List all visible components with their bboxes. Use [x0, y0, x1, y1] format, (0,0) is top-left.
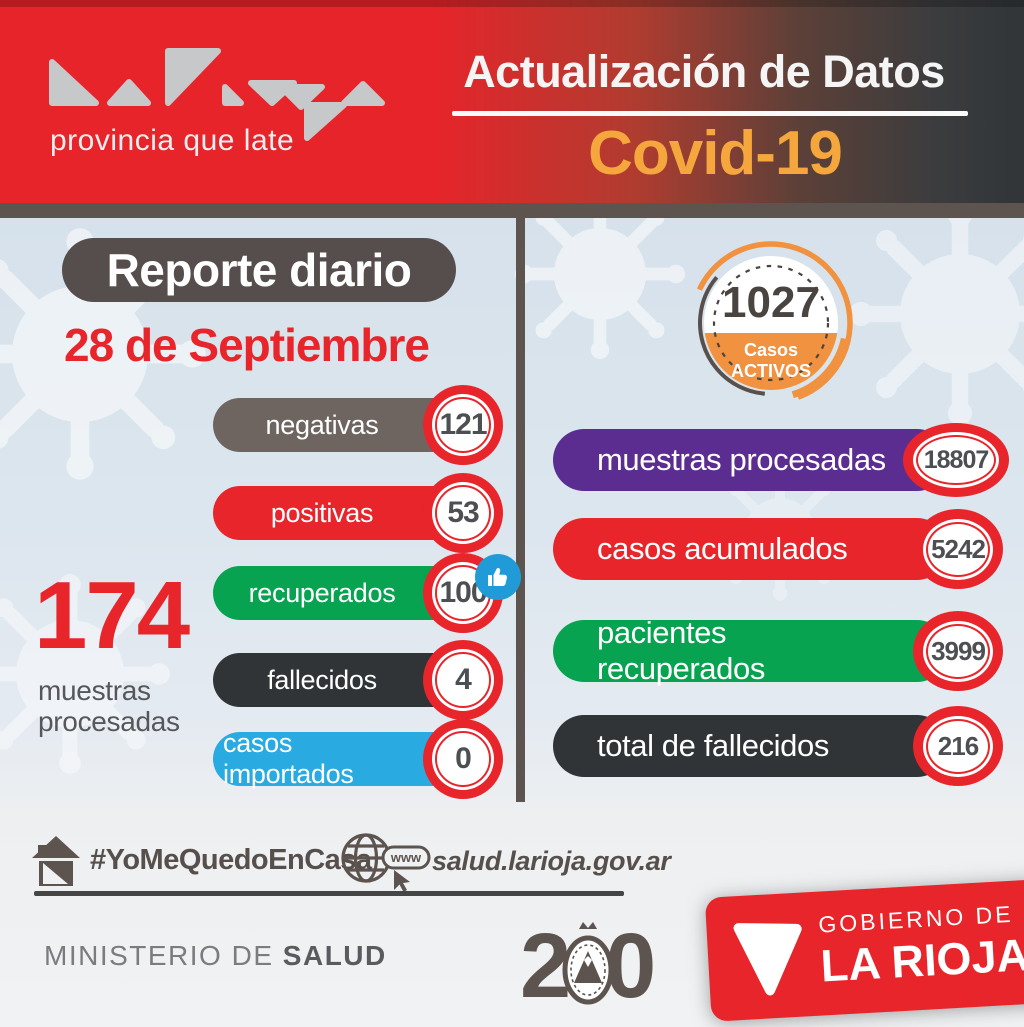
total-value-badge: 18807 — [903, 423, 1009, 497]
stat-value: 53 — [435, 485, 491, 541]
stat-value: 4 — [435, 652, 491, 708]
report-title-pill: Reporte diario — [62, 238, 456, 302]
column-divider — [516, 210, 525, 802]
stat-value-badge: 121 — [423, 385, 503, 465]
total-row-total-fallecidos: total de fallecidos 216 — [553, 706, 1018, 786]
stat-row-recuperados: recuperados 100 — [213, 553, 521, 633]
thumbs-up-icon — [475, 554, 521, 600]
total-value-badge: 5242 — [913, 509, 1003, 589]
header-subtitle-covid19: Covid-19 — [588, 119, 843, 188]
header-underline — [452, 111, 968, 116]
total-value: 18807 — [916, 435, 996, 485]
total-label-pill: muestras procesadas — [553, 429, 948, 491]
total-value-badge: 216 — [913, 706, 1003, 786]
stat-value: 0 — [435, 731, 491, 787]
active-cases-label-2: ACTIVOS — [731, 361, 811, 381]
samples-processed-value: 174 — [34, 562, 190, 669]
stat-label-pill: casos importados — [213, 728, 463, 789]
total-value: 5242 — [926, 521, 990, 577]
active-cases-value: 1027 — [722, 278, 820, 327]
total-label-pill: pacientes recuperados — [553, 615, 948, 686]
government-ribbon: GOBIERNO DE LA RIOJA — [704, 878, 1024, 1022]
house-icon — [32, 836, 80, 886]
bicentennial-200-logo: 2 0 — [520, 915, 656, 1017]
total-row-muestras-procesadas: muestras procesadas 18807 — [553, 423, 1018, 497]
header-title: Actualización de Datos — [463, 46, 945, 97]
report-date: 28 de Septiembre — [64, 319, 430, 371]
government-label: GOBIERNO DE LA RIOJA — [817, 900, 1024, 992]
active-cases-label-1: Casos — [744, 340, 798, 360]
stat-row-fallecidos: fallecidos 4 — [213, 640, 506, 720]
stat-label-pill: recuperados — [213, 566, 463, 620]
active-cases-badge: 1027 Casos ACTIVOS — [689, 241, 853, 405]
www-label: www — [390, 850, 422, 865]
brand-tagline: provincia que late — [50, 124, 295, 157]
website-url: salud.larioja.gov.ar — [432, 846, 671, 876]
total-value-badge: 3999 — [913, 611, 1003, 691]
samples-processed-label: muestras procesadas — [38, 675, 180, 737]
stat-row-negativas: negativas 121 — [213, 385, 506, 465]
total-row-casos-acumulados: casos acumulados 5242 — [553, 509, 1018, 589]
total-value: 3999 — [926, 623, 990, 679]
bicentennial-emblem — [562, 922, 614, 1005]
cursor-arrow-icon — [394, 870, 410, 892]
la-rioja-brand-logo — [49, 48, 385, 141]
website-globe-icon: www — [341, 833, 431, 892]
stat-row-positivas: positivas 53 — [213, 473, 506, 553]
stat-value-badge: 53 — [423, 473, 503, 553]
stat-label-pill: fallecidos — [213, 653, 463, 707]
stat-value-badge: 0 — [423, 719, 503, 799]
total-row-pacientes-recuperados: pacientes recuperados 3999 — [553, 611, 1018, 691]
stay-home-hashtag: #YoMeQuedoEnCasa — [90, 844, 372, 876]
footer-divider-line — [34, 891, 624, 896]
header-banner: provincia que late Actualización de Dato… — [0, 0, 1024, 204]
stat-row-casos-importados: casos importados 0 — [213, 719, 506, 799]
stat-label-pill: positivas — [213, 486, 463, 540]
frame-horizontal-bar — [0, 203, 1024, 218]
stat-value-badge: 4 — [423, 640, 503, 720]
ministry-of-health-label: MINISTERIO DE SALUD — [44, 940, 387, 971]
government-triangle-logo — [733, 923, 802, 996]
total-label-pill: casos acumulados — [553, 518, 948, 580]
stat-value: 121 — [435, 397, 491, 453]
total-label-pill: total de fallecidos — [553, 715, 948, 777]
stat-label-pill: negativas — [213, 398, 463, 452]
total-value: 216 — [926, 718, 990, 774]
